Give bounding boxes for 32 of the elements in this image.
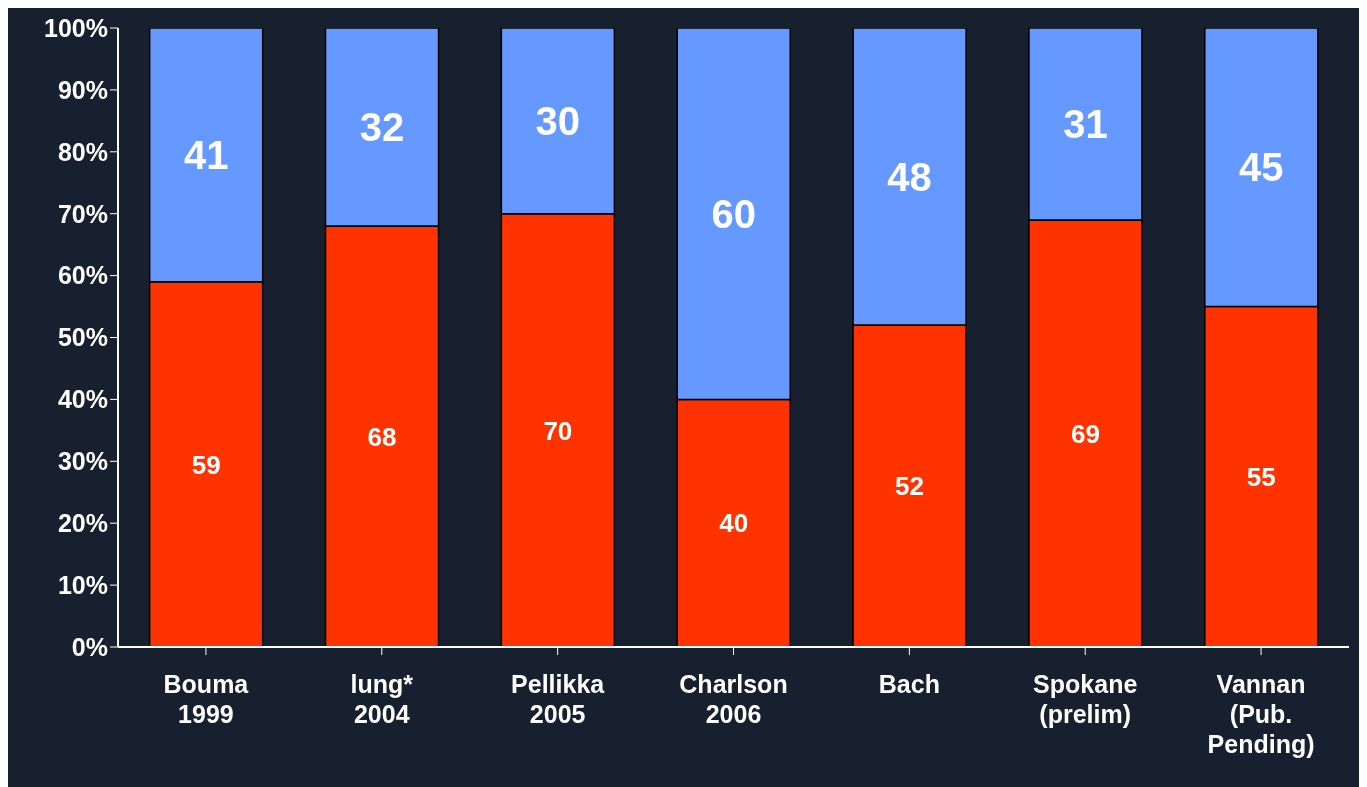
data-label: 41 <box>183 133 229 178</box>
y-tick-label: 0% <box>71 632 108 661</box>
data-label: 48 <box>887 154 932 199</box>
data-label: 59 <box>191 449 221 480</box>
data-label: 30 <box>535 99 581 144</box>
data-label: 70 <box>543 415 573 446</box>
data-label: 40 <box>719 508 749 539</box>
x-tick-label: Bach <box>878 670 940 698</box>
y-tick-label: 80% <box>57 137 108 166</box>
x-tick-label: Spokane (prelim) <box>1033 670 1138 728</box>
y-tick-label: 70% <box>57 199 108 228</box>
data-label: 45 <box>1239 145 1284 190</box>
x-tick-label: Pellikka 2005 <box>511 670 606 728</box>
data-label: 69 <box>1070 418 1100 449</box>
y-tick-label: 100% <box>44 13 108 42</box>
y-tick-label: 40% <box>57 385 108 414</box>
y-tick-label: 20% <box>57 509 108 538</box>
x-tick-label: Bouma 1999 <box>163 670 250 728</box>
data-label: 52 <box>895 471 925 502</box>
x-tick-label: lung* 2004 <box>350 670 414 728</box>
x-tick-label: Charlson 2006 <box>679 670 788 728</box>
data-label: 68 <box>367 421 397 452</box>
y-tick-label: 90% <box>57 75 108 104</box>
y-tick-label: 50% <box>57 323 108 352</box>
data-label: 55 <box>1246 462 1276 493</box>
data-label: 31 <box>1063 102 1108 147</box>
y-tick-label: 60% <box>57 261 108 290</box>
x-tick-label: Vannan (Pub. Pending) <box>1207 670 1315 758</box>
y-tick-label: 10% <box>57 570 108 599</box>
y-tick-label: 30% <box>57 447 108 476</box>
data-label: 32 <box>359 105 405 150</box>
data-label: 60 <box>711 191 756 236</box>
